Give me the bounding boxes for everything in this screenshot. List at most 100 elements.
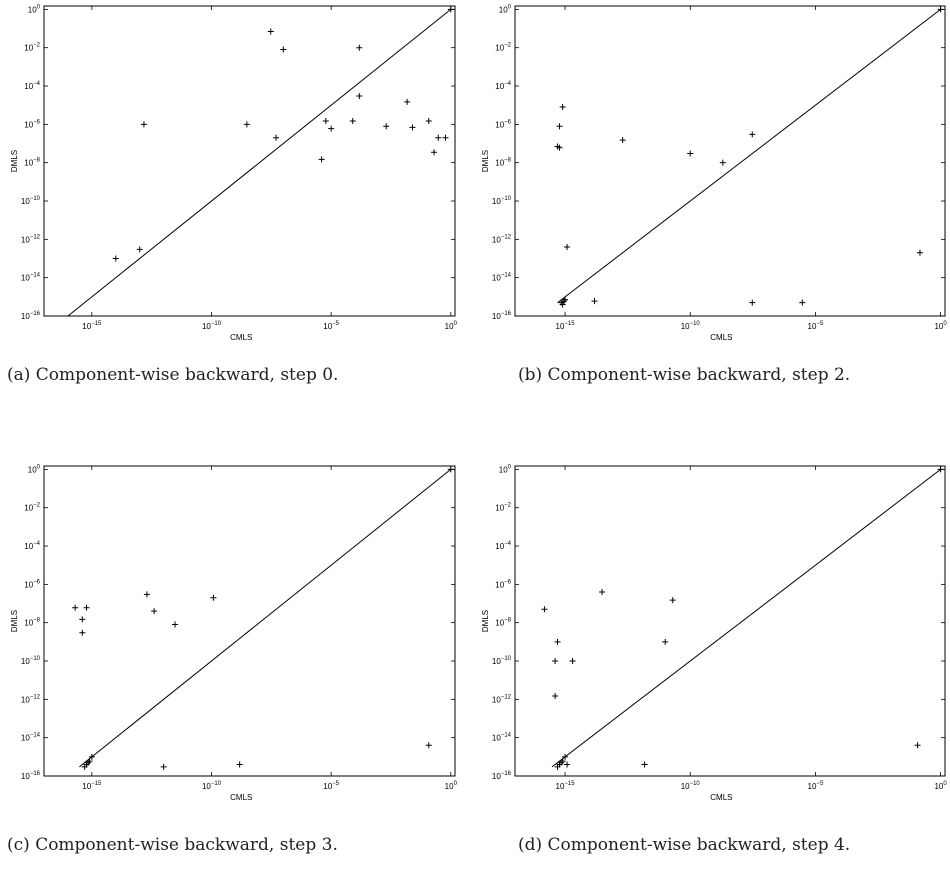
reference-line xyxy=(551,468,941,768)
data-point xyxy=(273,134,280,141)
x-axis-label: CMLS xyxy=(710,793,732,802)
data-point xyxy=(442,134,449,141)
data-point xyxy=(356,44,363,51)
data-point xyxy=(143,591,150,598)
data-point xyxy=(83,604,90,611)
x-tick-label: 10−5 xyxy=(808,781,824,791)
panel-caption: (b) Component-wise backward, step 2. xyxy=(518,365,850,385)
y-tick-label: 10−12 xyxy=(492,694,512,704)
x-tick-label: 10−5 xyxy=(323,781,339,791)
data-point xyxy=(937,466,944,473)
y-tick-label: 10−8 xyxy=(495,618,511,628)
reference-line xyxy=(79,468,452,768)
data-point xyxy=(937,6,944,13)
data-point xyxy=(425,742,432,749)
y-tick-label: 10−2 xyxy=(24,43,40,53)
x-tick-label: 10−10 xyxy=(681,321,701,331)
data-point xyxy=(328,125,335,132)
chart-panel-b: 10−15 10−10 10−5 100 10−16 10−14 10−12 10−10 10−… xyxy=(481,4,947,385)
y-tick-label: 10−14 xyxy=(492,733,512,743)
data-point xyxy=(86,758,93,765)
data-point xyxy=(556,144,563,151)
x-tick-label: 10−5 xyxy=(808,321,824,331)
reference-line xyxy=(67,8,452,316)
y-tick-label: 10−8 xyxy=(24,158,40,168)
data-point xyxy=(591,298,598,305)
y-tick-label: 10−12 xyxy=(21,234,41,244)
data-point xyxy=(562,296,569,303)
plot-frame xyxy=(514,465,946,777)
data-point xyxy=(349,117,356,124)
x-tick-label: 100 xyxy=(445,321,458,331)
x-tick-label: 10−5 xyxy=(323,321,339,331)
data-point xyxy=(79,616,86,623)
y-tick-label: 10−2 xyxy=(495,43,511,53)
data-point xyxy=(136,246,143,253)
data-point xyxy=(687,150,694,157)
panel-caption: (d) Component-wise backward, step 4. xyxy=(518,835,850,855)
data-point xyxy=(559,301,566,308)
plot-frame xyxy=(43,5,456,317)
y-tick-label: 10−4 xyxy=(495,81,511,91)
data-point xyxy=(619,137,626,144)
y-tick-label: 10−12 xyxy=(21,694,41,704)
y-tick-label: 100 xyxy=(499,4,512,14)
data-point xyxy=(564,761,571,768)
y-axis-label: DMLS xyxy=(10,150,19,172)
data-point xyxy=(383,123,390,130)
data-point xyxy=(151,608,158,615)
x-tick-label: 10−15 xyxy=(82,321,102,331)
data-point xyxy=(560,298,567,305)
data-point xyxy=(799,299,806,306)
data-point xyxy=(559,104,566,111)
plot-frame xyxy=(43,465,456,777)
data-point xyxy=(541,606,548,613)
x-axis-label: CMLS xyxy=(230,793,252,802)
reference-line xyxy=(557,8,941,304)
data-point xyxy=(140,121,147,128)
y-tick-label: 10−6 xyxy=(24,119,40,129)
y-tick-label: 100 xyxy=(28,4,41,14)
data-point xyxy=(749,131,756,138)
data-point xyxy=(431,149,438,156)
chart-panel-d: 10−15 10−10 10−5 100 10−16 10−14 10−12 10−10 10−… xyxy=(481,464,947,855)
chart-panel-a: 10−15 10−10 10−5 100 10−16 10−14 10−12 10−10 10−… xyxy=(7,4,458,385)
y-tick-label: 10−2 xyxy=(24,503,40,513)
y-tick-label: 10−2 xyxy=(495,503,511,513)
y-tick-label: 10−6 xyxy=(24,579,40,589)
points-group xyxy=(112,6,454,262)
data-point xyxy=(425,117,432,124)
points-group xyxy=(72,466,454,770)
x-tick-label: 100 xyxy=(934,781,947,791)
y-tick-label: 10−14 xyxy=(21,733,41,743)
x-tick-label: 10−10 xyxy=(202,781,222,791)
data-point xyxy=(914,742,921,749)
x-tick-label: 10−10 xyxy=(681,781,701,791)
data-point xyxy=(564,243,571,250)
points-group xyxy=(554,6,944,308)
data-point xyxy=(749,299,756,306)
data-point xyxy=(88,753,95,760)
data-point xyxy=(916,249,923,256)
x-tick-label: 10−15 xyxy=(556,321,576,331)
y-tick-label: 10−16 xyxy=(492,771,512,781)
x-tick-label: 100 xyxy=(445,781,458,791)
y-tick-label: 10−14 xyxy=(21,273,41,283)
data-point xyxy=(236,761,243,768)
data-point xyxy=(210,594,217,601)
data-point xyxy=(79,629,86,636)
panel-caption: (a) Component-wise backward, step 0. xyxy=(7,365,338,385)
y-tick-label: 10−16 xyxy=(21,771,41,781)
y-tick-label: 10−6 xyxy=(495,579,511,589)
x-tick-label: 10−15 xyxy=(82,781,102,791)
y-tick-label: 10−8 xyxy=(495,158,511,168)
y-tick-label: 10−10 xyxy=(21,196,41,206)
y-tick-label: 10−14 xyxy=(492,273,512,283)
data-point xyxy=(318,156,325,163)
y-tick-label: 10−16 xyxy=(492,311,512,321)
y-tick-label: 10−8 xyxy=(24,618,40,628)
data-point xyxy=(435,134,442,141)
data-point xyxy=(562,753,569,760)
y-tick-label: 10−16 xyxy=(21,311,41,321)
